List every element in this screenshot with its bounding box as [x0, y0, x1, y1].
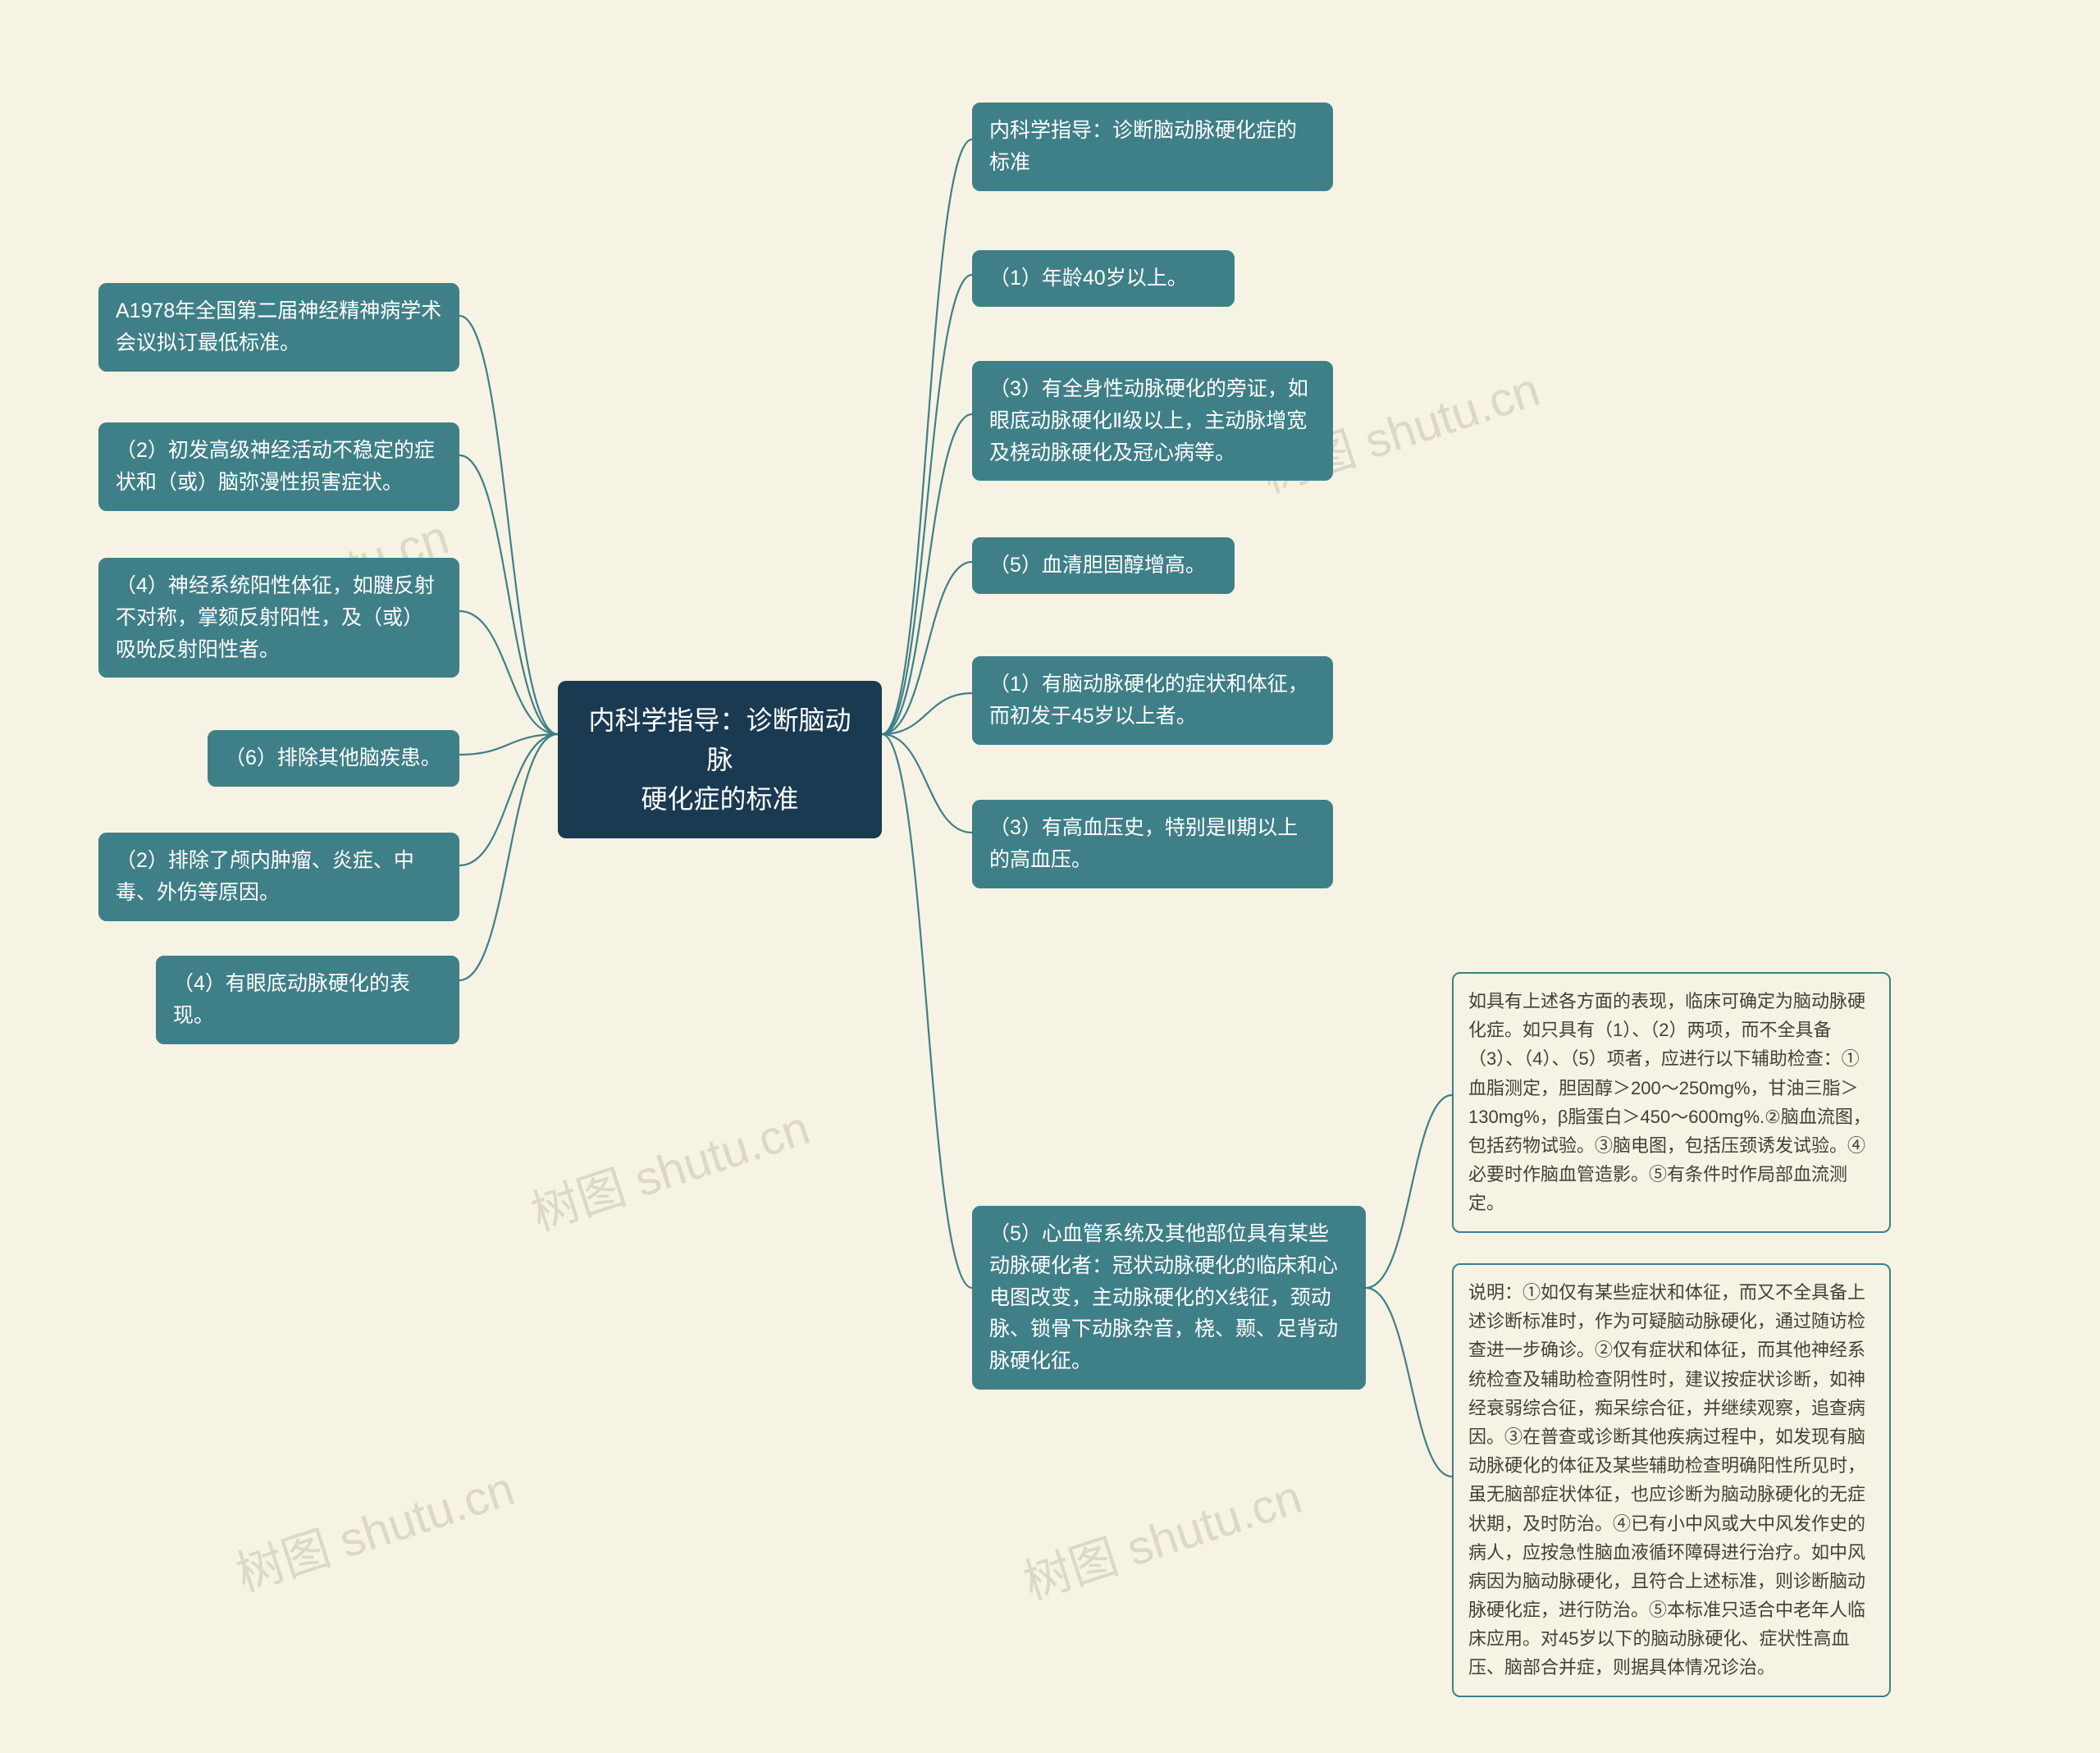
- right-node-5: （1）有脑动脉硬化的症状和体征，而初发于45岁以上者。: [972, 656, 1333, 745]
- detail-node-2: 说明：①如仅有某些症状和体征，而又不全具备上述诊断标准时，作为可疑脑动脉硬化，通…: [1452, 1263, 1891, 1697]
- left-node-3: （4）神经系统阳性体征，如腱反射不对称，掌颏反射阳性，及（或）吸吮反射阳性者。: [98, 558, 459, 678]
- center-node: 内科学指导：诊断脑动脉 硬化症的标准: [558, 681, 882, 838]
- watermark: 树图 shutu.cn: [226, 1450, 522, 1605]
- watermark: 树图 shutu.cn: [1014, 1459, 1309, 1613]
- right-node-6: （3）有高血压史，特别是Ⅱ期以上的高血压。: [972, 800, 1333, 888]
- left-node-6: （4）有眼底动脉硬化的表现。: [156, 956, 459, 1044]
- left-node-4: （6）排除其他脑疾患。: [208, 730, 459, 787]
- center-title-line2: 硬化症的标准: [581, 779, 859, 819]
- detail-node-1: 如具有上述各方面的表现，临床可确定为脑动脉硬化症。如只具有（1）、（2）两项，而…: [1452, 972, 1891, 1233]
- left-node-5: （2）排除了颅内肿瘤、炎症、中毒、外伤等原因。: [98, 833, 459, 921]
- right-node-3: （3）有全身性动脉硬化的旁证，如眼底动脉硬化Ⅱ级以上，主动脉增宽及桡动脉硬化及冠…: [972, 361, 1333, 481]
- watermark: 树图 shutu.cn: [522, 1089, 817, 1244]
- right-node-2: （1）年龄40岁以上。: [972, 250, 1235, 307]
- right-node-7: （5）心血管系统及其他部位具有某些动脉硬化者：冠状动脉硬化的临床和心电图改变，主…: [972, 1206, 1366, 1390]
- right-node-1: 内科学指导：诊断脑动脉硬化症的标准: [972, 103, 1333, 191]
- left-node-1: A1978年全国第二届神经精神病学术会议拟订最低标准。: [98, 283, 459, 372]
- left-node-2: （2）初发高级神经活动不稳定的症状和（或）脑弥漫性损害症状。: [98, 422, 459, 511]
- center-title-line1: 内科学指导：诊断脑动脉: [581, 701, 859, 779]
- right-node-4: （5）血清胆固醇增高。: [972, 537, 1235, 594]
